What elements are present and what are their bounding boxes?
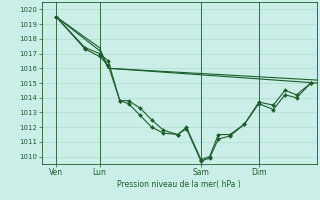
X-axis label: Pression niveau de la mer( hPa ): Pression niveau de la mer( hPa ) — [117, 180, 241, 189]
